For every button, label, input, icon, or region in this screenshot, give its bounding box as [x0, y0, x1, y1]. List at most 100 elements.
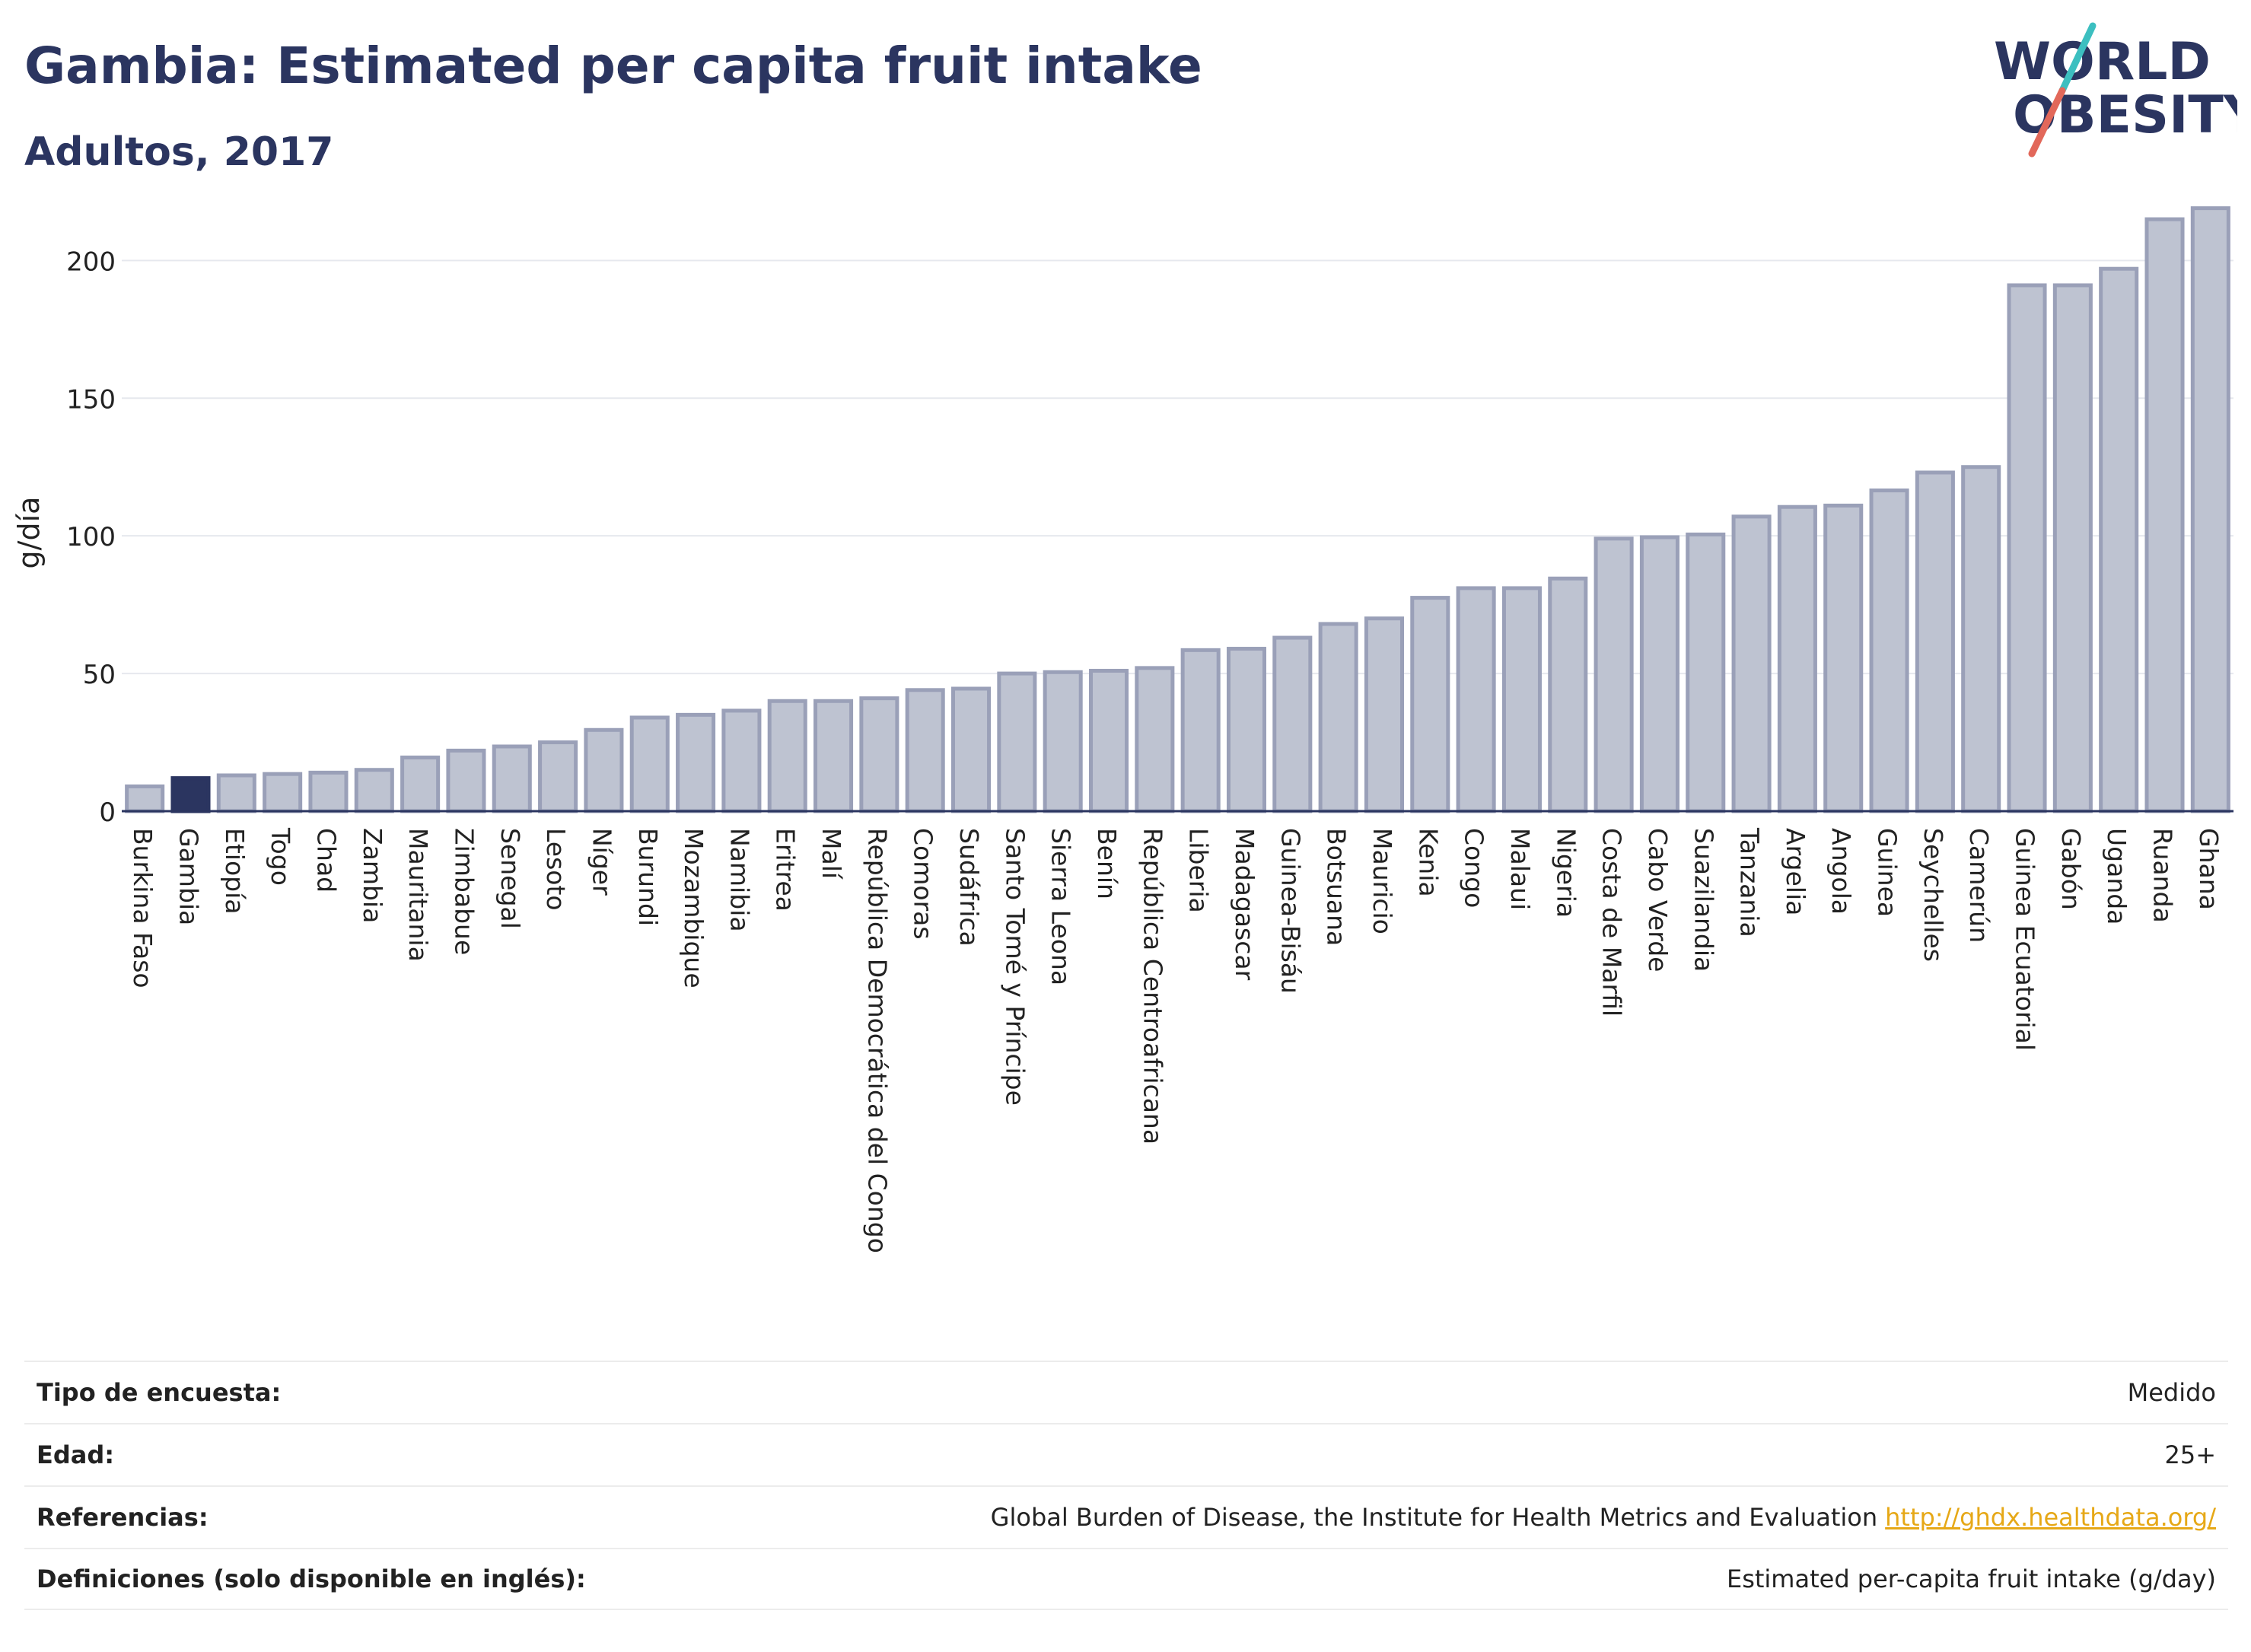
bar-burundi	[629, 715, 670, 813]
x-tick-label: Congo	[1460, 828, 1489, 908]
x-tick-label: República Democrática del Congo	[862, 828, 892, 1253]
x-tick-label: Togo	[266, 827, 295, 886]
x-tick-label: Suazilandia	[1689, 828, 1718, 972]
x-tick-label: Botsuana	[1322, 828, 1352, 946]
bar-malaui	[1501, 586, 1542, 813]
info-row-definitions: Definiciones (solo disponible en inglés)…	[24, 1548, 2228, 1610]
x-tick-label: Mauritania	[403, 828, 433, 962]
x-tick-label: Mauricio	[1367, 828, 1397, 934]
x-tick-label: Cabo Verde	[1643, 828, 1673, 972]
x-tick-label: Seychelles	[1918, 828, 1948, 962]
chart-title: Gambia: Estimated per capita fruit intak…	[24, 37, 1202, 95]
bar-chad	[308, 770, 349, 813]
bar-mauricio	[1364, 616, 1404, 813]
info-value: 25+	[2164, 1440, 2216, 1469]
x-tick-label: Nigeria	[1551, 828, 1581, 918]
x-tick-label: Zimbabue	[449, 828, 479, 955]
info-value: Medido	[2127, 1378, 2216, 1407]
x-tick-label: Burkina Faso	[128, 828, 158, 988]
x-tick-label: Comoras	[909, 828, 938, 940]
bar-gambia	[170, 776, 211, 813]
info-label: Referencias:	[37, 1503, 209, 1532]
bar-ruanda	[2144, 217, 2185, 813]
x-tick-label: Malaui	[1505, 828, 1535, 910]
x-tick-label: Liberia	[1184, 828, 1214, 913]
logo-slash-coral	[2028, 87, 2066, 158]
logo-line-1: WORLD	[1994, 32, 2211, 92]
bar-angola	[1823, 503, 1864, 813]
x-tick-label: Malí	[817, 828, 846, 880]
bar-mauritania	[400, 755, 441, 813]
x-tick-label: Burundi	[633, 828, 663, 926]
bar-togo	[263, 772, 303, 813]
x-tick-label: Sierra Leona	[1046, 828, 1076, 985]
bar-malí	[813, 699, 854, 813]
x-tick-label: Sudáfrica	[954, 828, 984, 947]
y-tick-label: 150	[66, 384, 116, 415]
bar-república-centroafricana	[1135, 666, 1175, 813]
bar-cabo-verde	[1639, 535, 1679, 813]
x-tick-label: Senegal	[495, 828, 525, 929]
info-value: Global Burden of Disease, the Institute …	[991, 1503, 2216, 1532]
bar-etiopía	[216, 773, 256, 813]
bar-liberia	[1180, 648, 1221, 813]
x-tick-label: Guinea	[1873, 828, 1902, 917]
bar-suazilandia	[1686, 532, 1726, 813]
x-tick-label: Camerún	[1964, 828, 1994, 943]
bar-níger	[584, 727, 624, 813]
bar-kenia	[1410, 596, 1450, 813]
bar-zimbabue	[446, 748, 486, 813]
x-tick-label: Gambia	[174, 828, 203, 925]
bar-guinea-bisáu	[1272, 635, 1313, 813]
y-tick-label: 100	[66, 522, 116, 552]
info-label: Tipo de encuesta:	[37, 1378, 282, 1407]
info-row-age: Edad: 25+	[24, 1423, 2228, 1485]
logo-slash-teal	[2058, 22, 2097, 94]
x-tick-label: Angola	[1826, 828, 1856, 915]
bar-guinea	[1869, 488, 1909, 813]
bar-lesoto	[538, 740, 578, 813]
bar-sierra-leona	[1043, 670, 1083, 813]
reference-link[interactable]: http://ghdx.healthdata.org/	[1885, 1503, 2216, 1532]
x-tick-label: Chad	[311, 828, 341, 893]
y-tick-label: 200	[66, 247, 116, 277]
info-label: Edad:	[37, 1440, 115, 1469]
info-value: Estimated per-capita fruit intake (g/day…	[1726, 1564, 2216, 1593]
info-row-survey-type: Tipo de encuesta: Medido	[24, 1361, 2228, 1423]
x-tick-label: Costa de Marfil	[1597, 828, 1627, 1017]
bar-eritrea	[767, 699, 807, 813]
bar-senegal	[492, 744, 532, 813]
bar-namibia	[721, 708, 762, 813]
bars	[125, 206, 2230, 813]
bar-mozambique	[676, 712, 716, 813]
bar-comoras	[905, 688, 945, 813]
bar-burkina-faso	[125, 784, 165, 813]
reference-text: Global Burden of Disease, the Institute …	[990, 1503, 1878, 1532]
x-tick-label: Guinea Ecuatorial	[2011, 828, 2040, 1051]
x-tick-label: Etiopía	[220, 828, 250, 915]
y-tick-label: 50	[83, 660, 116, 690]
x-tick-label: Eritrea	[771, 828, 801, 912]
x-tick-label: Namibia	[724, 828, 754, 932]
y-axis-ticks: 0 50 100 150 200	[66, 247, 116, 828]
x-tick-label: Madagascar	[1230, 828, 1259, 981]
x-tick-label: República Centroafricana	[1138, 828, 1167, 1144]
x-tick-label: Uganda	[2102, 828, 2132, 925]
world-obesity-logo: WORLD OBESITY	[1994, 22, 2237, 158]
bar-tanzania	[1731, 514, 1772, 813]
x-tick-label: Argelia	[1781, 828, 1810, 915]
x-tick-label: Lesoto	[541, 828, 571, 911]
bar-chart: 0 50 100 150 200 Burkina Faso Gambia Etiopía To…	[66, 206, 2233, 1253]
y-axis-title: g/día	[12, 496, 46, 569]
bar-congo	[1456, 586, 1496, 813]
bar-ghana	[2190, 206, 2230, 813]
x-tick-label: Gabón	[2056, 828, 2086, 910]
bar-guinea-ecuatorial	[2007, 283, 2047, 813]
bar-argelia	[1777, 505, 1817, 813]
bar-zambia	[354, 768, 394, 813]
info-table: Tipo de encuesta: Medido Edad: 25+ Refer…	[24, 1361, 2228, 1610]
info-row-references: Referencias: Global Burden of Disease, t…	[24, 1485, 2228, 1548]
x-tick-label: Benín	[1092, 828, 1122, 899]
bar-costa-de-marfil	[1594, 536, 1634, 813]
x-tick-label: Guinea-Bisáu	[1275, 828, 1305, 994]
